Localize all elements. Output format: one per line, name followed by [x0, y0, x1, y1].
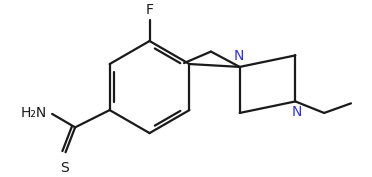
Text: H₂N: H₂N — [21, 106, 47, 120]
Text: N: N — [292, 105, 302, 119]
Text: F: F — [145, 3, 154, 17]
Text: S: S — [60, 161, 69, 175]
Text: N: N — [234, 49, 244, 63]
